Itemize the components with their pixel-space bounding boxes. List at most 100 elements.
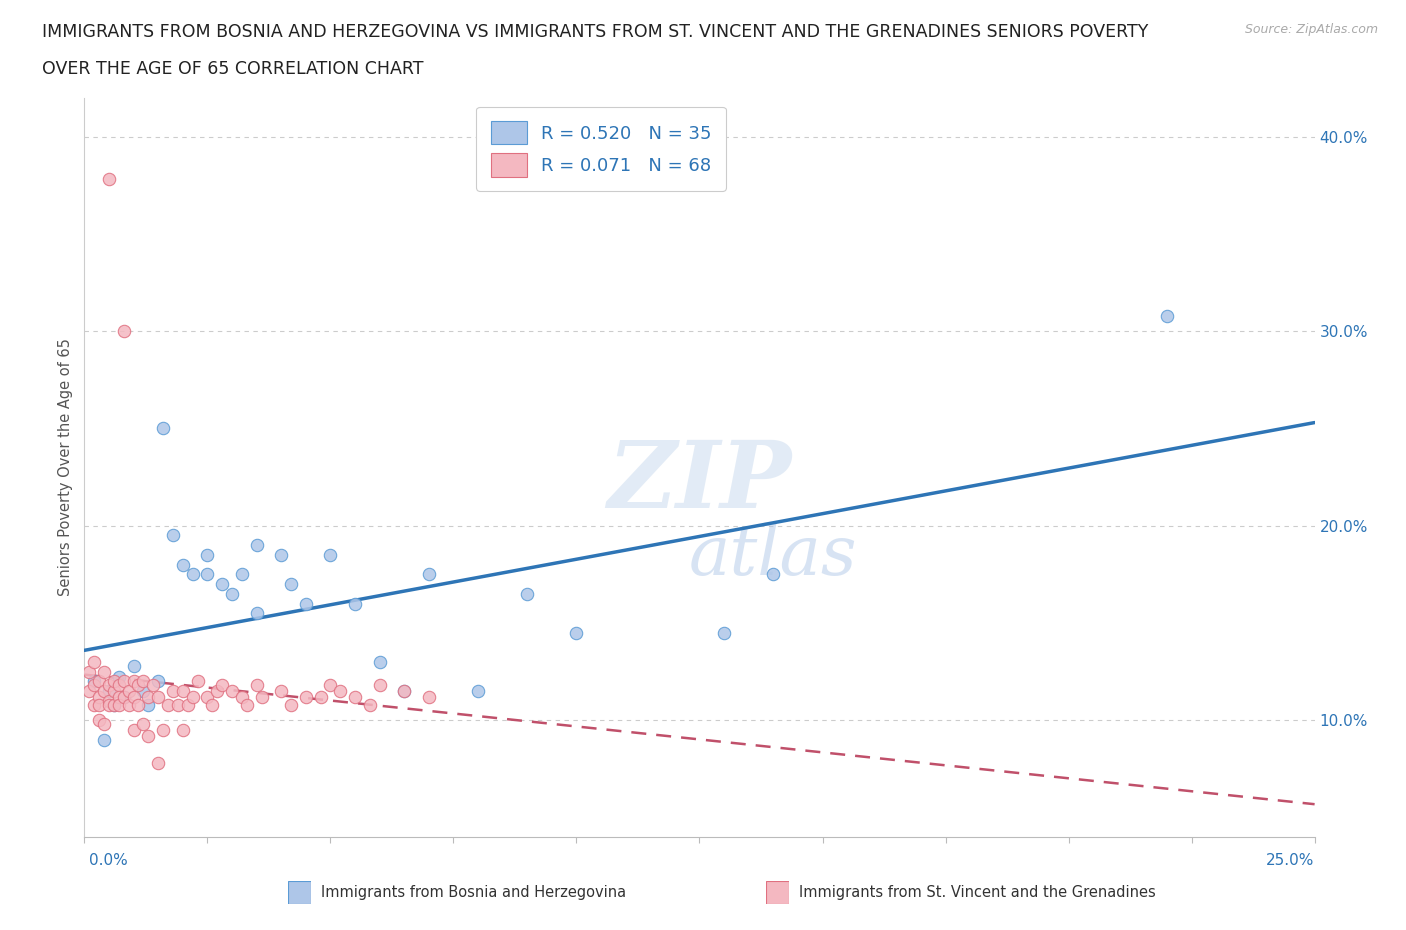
Point — [103, 698, 125, 712]
Point — [295, 596, 318, 611]
Point — [516, 586, 538, 601]
Point — [112, 324, 135, 339]
Point — [280, 698, 302, 712]
Point — [231, 689, 253, 704]
Point — [368, 678, 391, 693]
Point — [83, 655, 105, 670]
Point — [172, 557, 194, 572]
Point — [221, 586, 243, 601]
Point — [98, 172, 120, 187]
Point — [93, 717, 115, 732]
Point — [162, 684, 184, 698]
Point — [250, 689, 273, 704]
Point — [181, 689, 204, 704]
Point — [211, 577, 233, 591]
Y-axis label: Seniors Poverty Over the Age of 65: Seniors Poverty Over the Age of 65 — [58, 339, 73, 596]
Text: OVER THE AGE OF 65 CORRELATION CHART: OVER THE AGE OF 65 CORRELATION CHART — [42, 60, 423, 78]
Point — [122, 689, 145, 704]
Point — [329, 684, 352, 698]
Point — [162, 528, 184, 543]
Point — [295, 689, 318, 704]
Point — [148, 755, 170, 770]
Point — [246, 538, 269, 552]
Text: 25.0%: 25.0% — [1267, 853, 1315, 868]
Point — [103, 674, 125, 689]
Point — [467, 684, 489, 698]
Point — [132, 674, 155, 689]
Point — [98, 698, 120, 712]
Point — [713, 625, 735, 640]
Point — [87, 674, 111, 689]
Point — [152, 723, 174, 737]
Point — [98, 678, 120, 693]
Point — [79, 664, 101, 679]
Point — [181, 567, 204, 582]
Point — [309, 689, 332, 704]
Point — [270, 548, 292, 563]
Point — [138, 728, 160, 743]
Point — [172, 723, 194, 737]
Point — [108, 670, 131, 684]
Point — [128, 678, 150, 693]
Text: Immigrants from Bosnia and Herzegovina: Immigrants from Bosnia and Herzegovina — [321, 885, 626, 900]
Point — [138, 689, 160, 704]
Point — [112, 689, 135, 704]
Point — [132, 717, 155, 732]
Point — [128, 698, 150, 712]
Point — [418, 567, 440, 582]
Point — [118, 684, 141, 698]
Point — [122, 723, 145, 737]
Point — [394, 684, 416, 698]
Point — [319, 548, 342, 563]
Point — [98, 694, 120, 709]
Point — [108, 678, 131, 693]
Text: 0.0%: 0.0% — [89, 853, 128, 868]
Point — [197, 548, 219, 563]
Point — [87, 698, 111, 712]
Point — [98, 684, 120, 698]
Point — [108, 689, 131, 704]
Point — [319, 678, 342, 693]
Point — [565, 625, 588, 640]
Point — [112, 689, 135, 704]
Point — [221, 684, 243, 698]
Text: IMMIGRANTS FROM BOSNIA AND HERZEGOVINA VS IMMIGRANTS FROM ST. VINCENT AND THE GR: IMMIGRANTS FROM BOSNIA AND HERZEGOVINA V… — [42, 23, 1149, 41]
Point — [280, 577, 302, 591]
Point — [344, 689, 367, 704]
Point — [236, 698, 259, 712]
Point — [197, 689, 219, 704]
Point — [93, 664, 115, 679]
Point — [122, 674, 145, 689]
Point — [103, 684, 125, 698]
Legend: R = 0.520   N = 35, R = 0.071   N = 68: R = 0.520 N = 35, R = 0.071 N = 68 — [477, 107, 725, 191]
Point — [418, 689, 440, 704]
Point — [172, 684, 194, 698]
Point — [112, 674, 135, 689]
Point — [368, 655, 391, 670]
Point — [83, 698, 105, 712]
Point — [359, 698, 381, 712]
Point — [138, 698, 160, 712]
Point — [122, 658, 145, 673]
Point — [103, 698, 125, 712]
Point — [166, 698, 188, 712]
Point — [118, 698, 141, 712]
Text: atlas: atlas — [689, 523, 858, 590]
Point — [177, 698, 200, 712]
Point — [148, 674, 170, 689]
Point — [246, 605, 269, 620]
Point — [197, 567, 219, 582]
Point — [211, 678, 233, 693]
Point — [186, 674, 209, 689]
Point — [152, 421, 174, 436]
Point — [93, 732, 115, 747]
Point — [1156, 308, 1178, 323]
Point — [270, 684, 292, 698]
Point — [132, 684, 155, 698]
Point — [148, 689, 170, 704]
Point — [83, 674, 105, 689]
Point — [83, 678, 105, 693]
Point — [157, 698, 180, 712]
Text: ZIP: ZIP — [607, 437, 792, 527]
Point — [93, 684, 115, 698]
